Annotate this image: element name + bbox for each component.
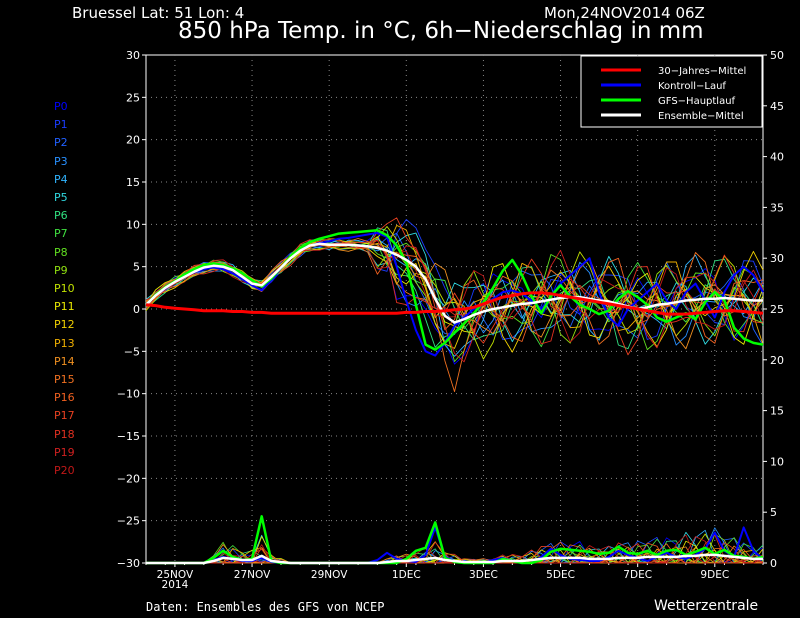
y-left-tick-label: 5 (133, 261, 140, 274)
y-left-tick-label: −15 (117, 430, 140, 443)
x-tick-label: 25NOV (157, 569, 194, 581)
y-left-tick-label: 10 (126, 218, 140, 231)
legend-label: GFS−Hauptlauf (658, 96, 736, 107)
member-label-p5: P5 (54, 191, 68, 204)
member-label-p16: P16 (54, 391, 75, 405)
member-label-p14: P14 (54, 354, 75, 368)
legend-label: 30−Jahres−Mittel (658, 66, 746, 77)
y-right-tick-label: 0 (770, 557, 777, 570)
y-right-tick-label: 5 (770, 506, 777, 519)
y-left-tick-label: −10 (117, 388, 140, 401)
y-left-tick-label: 25 (126, 91, 140, 104)
ensemble-mean-precip-line (146, 553, 763, 565)
x-tick-label: 2014 (162, 579, 189, 591)
legend-label: Kontroll−Lauf (658, 81, 726, 92)
gfs-main-run-line (145, 229, 764, 351)
model-run-label: Mon,24NOV2014 06Z (544, 4, 705, 22)
member-label-p19: P19 (54, 445, 75, 459)
y-left-tick-label: 20 (126, 134, 140, 147)
y-left-tick-label: −25 (117, 515, 140, 528)
ensemble-mean-line (145, 242, 763, 324)
member-label-p17: P17 (54, 409, 75, 423)
member-line-p6 (145, 227, 764, 350)
legend: 30−Jahres−Mittel Kontroll−Lauf GFS−Hauptla… (580, 55, 763, 128)
x-tick-label: 5DEC (546, 569, 575, 581)
x-tick-label: 7DEC (623, 569, 652, 581)
y-right-tick-label: 20 (770, 354, 784, 367)
y-right-tick-label: 25 (770, 303, 784, 316)
member-label-p12: P12 (54, 318, 75, 332)
member-label-p10: P10 (54, 282, 75, 295)
y-right-tick-label: 30 (770, 252, 784, 265)
x-tick-label: 27NOV (234, 569, 271, 581)
brand-label: Wetterzentrale (654, 598, 759, 614)
member-label-p2: P2 (54, 136, 68, 150)
x-tick-label: 1DEC (392, 569, 421, 581)
member-label-p4: P4 (54, 172, 68, 186)
member-label-p18: P18 (54, 427, 75, 441)
y-left-tick-label: 15 (126, 176, 140, 189)
x-tick-label: 9DEC (700, 569, 729, 581)
x-tick-label: 3DEC (469, 569, 498, 581)
y-right-tick-label: 10 (770, 455, 784, 468)
chart-title: 850 hPa Temp. in °C, 6h−Niederschlag in … (178, 18, 704, 44)
member-label-p0: P0 (54, 100, 68, 113)
member-line-p12 (145, 243, 764, 353)
y-left-tick-label: −5 (124, 345, 140, 358)
y-right-tick-label: 45 (770, 100, 784, 113)
member-label-p13: P13 (54, 336, 75, 350)
y-right-tick-label: 15 (770, 405, 784, 418)
y-right-tick-label: 40 (770, 151, 784, 164)
y-left-tick-label: −20 (117, 472, 140, 485)
member-label-p6: P6 (54, 209, 68, 223)
y-left-tick-label: 0 (133, 303, 140, 316)
member-label-p15: P15 (54, 373, 75, 386)
data-credit: Daten: Ensembles des GFS von NCEP (146, 600, 385, 614)
control-run-line (145, 231, 764, 357)
member-label-p8: P8 (54, 245, 68, 259)
y-right-tick-label: 35 (770, 201, 784, 214)
member-label-p3: P3 (54, 154, 68, 168)
y-left-tick-label: 30 (126, 49, 140, 62)
x-tick-label: 29NOV (311, 569, 348, 581)
legend-label: Ensemble−Mittel (658, 111, 744, 122)
member-label-p11: P11 (54, 300, 75, 314)
location-label: Bruessel Lat: 51 Lon: 4 (72, 4, 245, 22)
member-label-p20: P20 (54, 464, 75, 477)
y-left-tick-label: −30 (117, 557, 140, 570)
member-label-p9: P9 (54, 263, 68, 277)
climate-mean-line (145, 291, 764, 316)
member-label-p7: P7 (54, 227, 68, 241)
ensemble-members (145, 217, 764, 564)
member-line-p4 (145, 238, 764, 357)
member-label-p1: P1 (54, 118, 68, 132)
y-right-tick-label: 50 (770, 49, 784, 62)
